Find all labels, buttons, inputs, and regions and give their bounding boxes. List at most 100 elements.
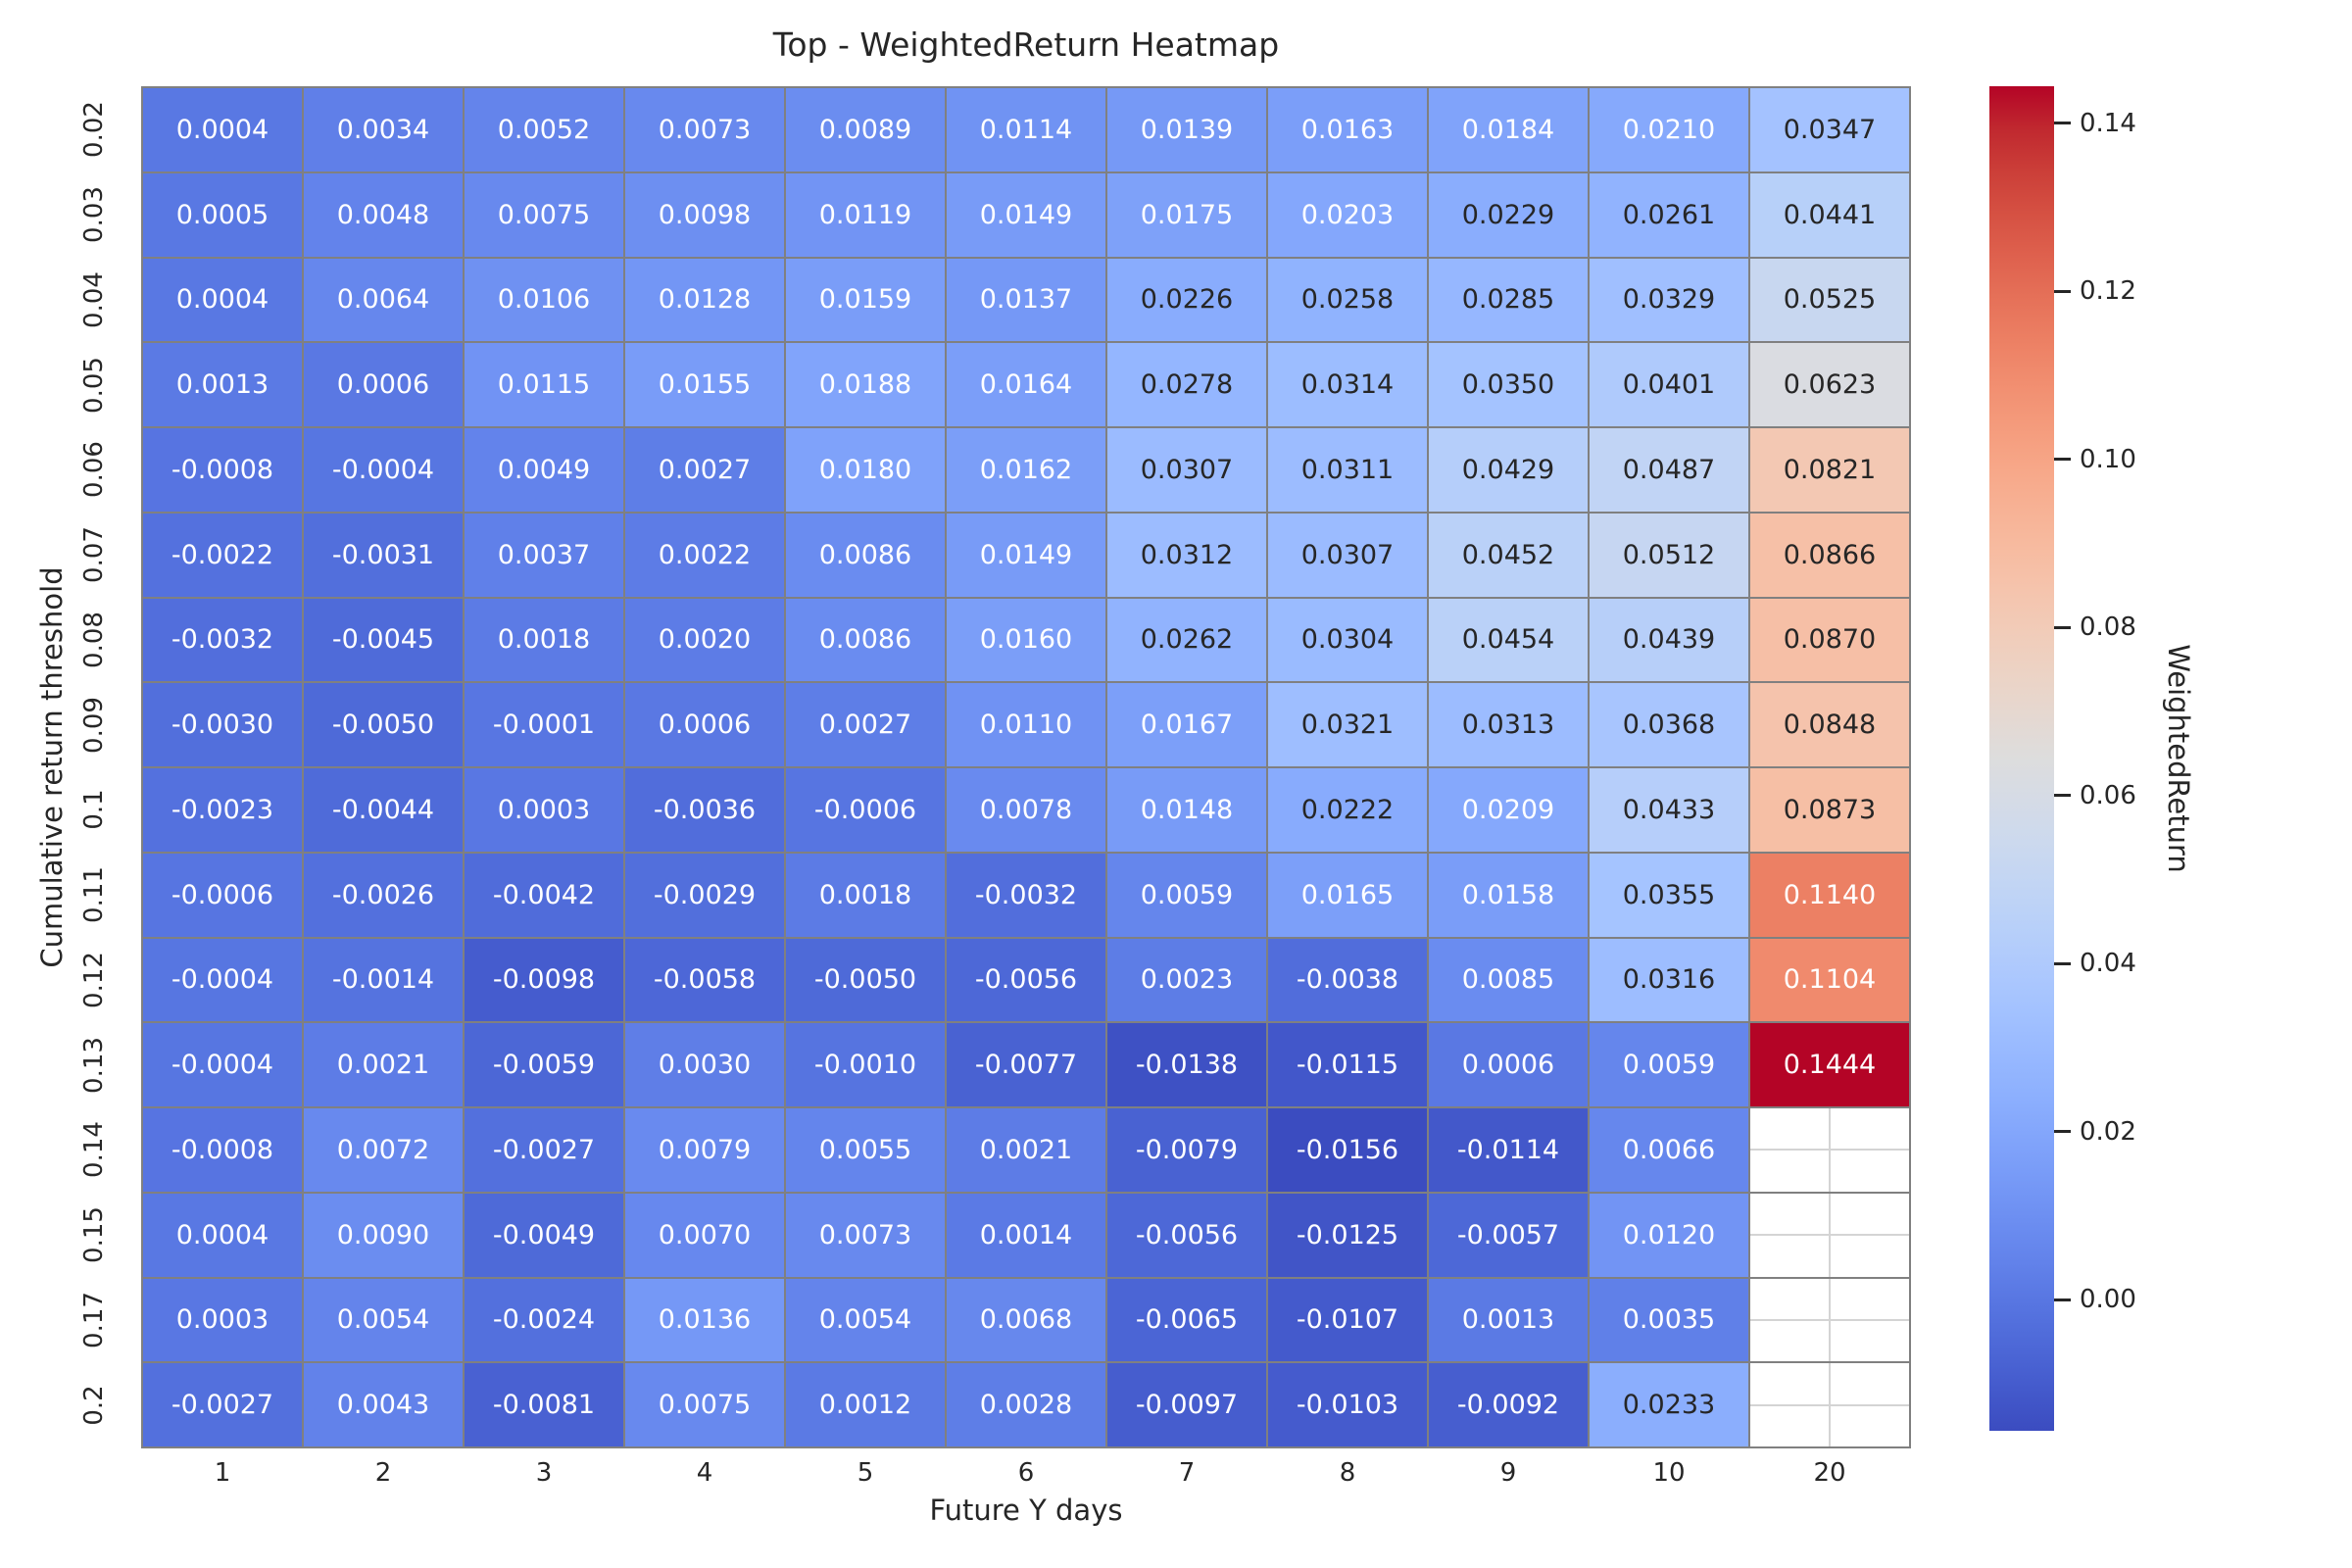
heatmap-cell: 0.0148 xyxy=(1107,768,1266,852)
y-tick-label: 0.06 xyxy=(79,441,109,499)
heatmap-cell: 0.0072 xyxy=(304,1108,463,1192)
y-tick-label: 0.12 xyxy=(79,951,109,1008)
heatmap-cell: -0.0008 xyxy=(143,428,302,512)
heatmap-cell: 0.0085 xyxy=(1429,938,1588,1022)
heatmap-cell: -0.0079 xyxy=(1107,1108,1266,1192)
heatmap-cell: -0.0023 xyxy=(143,768,302,852)
heatmap-cell: -0.0056 xyxy=(1107,1193,1266,1277)
heatmap-cell: -0.0057 xyxy=(1429,1193,1588,1277)
y-tick-label: 0.05 xyxy=(79,356,109,414)
heatmap-cell: 0.0119 xyxy=(786,172,945,257)
heatmap-cell: 0.0020 xyxy=(625,598,784,682)
heatmap-cell: 0.0347 xyxy=(1750,88,1909,172)
colorbar-tick-label: 0.12 xyxy=(2080,276,2136,307)
heatmap-cell: 0.0160 xyxy=(947,598,1105,682)
heatmap-cell: -0.0138 xyxy=(1107,1023,1266,1106)
heatmap-cell: 0.0004 xyxy=(143,258,302,342)
heatmap-cell: 0.0052 xyxy=(465,88,623,172)
heatmap-cell: -0.0059 xyxy=(465,1023,623,1106)
x-tick-label: 20 xyxy=(1813,1458,1846,1488)
y-tick-label: 0.08 xyxy=(79,611,109,668)
heatmap-cell: -0.0014 xyxy=(304,938,463,1022)
heatmap-cell: 0.0068 xyxy=(947,1278,1105,1362)
y-tick-label: 0.04 xyxy=(79,270,109,328)
x-tick-label: 5 xyxy=(857,1458,874,1488)
heatmap-cell: 0.0304 xyxy=(1268,598,1427,682)
heatmap-cell: -0.0027 xyxy=(143,1363,302,1446)
heatmap-cell: 0.0355 xyxy=(1590,853,1748,937)
heatmap-cell: -0.0115 xyxy=(1268,1023,1427,1106)
colorbar-tick-label: 0.10 xyxy=(2080,444,2136,474)
heatmap-cell: 0.0075 xyxy=(625,1363,784,1446)
y-tick-label: 0.09 xyxy=(79,696,109,754)
heatmap-cell: -0.0038 xyxy=(1268,938,1427,1022)
heatmap-cell: -0.0056 xyxy=(947,938,1105,1022)
heatmap-cell: 0.0114 xyxy=(947,88,1105,172)
colorbar-tick-label: 0.08 xyxy=(2080,612,2136,643)
heatmap-cell: 0.0090 xyxy=(304,1193,463,1277)
heatmap-cell: 0.0073 xyxy=(786,1193,945,1277)
heatmap-cell: 0.0285 xyxy=(1429,258,1588,342)
heatmap-cell: 0.0226 xyxy=(1107,258,1266,342)
heatmap-cell: 0.0311 xyxy=(1268,428,1427,512)
heatmap-cell: -0.0058 xyxy=(625,938,784,1022)
colorbar-tick-mark xyxy=(2054,289,2071,293)
y-tick-label: 0.11 xyxy=(79,866,109,924)
heatmap-cell: 0.0004 xyxy=(143,88,302,172)
x-tick-label: 6 xyxy=(1017,1458,1035,1488)
heatmap-cell: 0.0023 xyxy=(1107,938,1266,1022)
heatmap-cell: 0.0030 xyxy=(625,1023,784,1106)
heatmap-cell: -0.0004 xyxy=(304,428,463,512)
heatmap-cell: 0.0027 xyxy=(625,428,784,512)
heatmap-cell: 0.0401 xyxy=(1590,343,1748,426)
heatmap-cell: 0.0006 xyxy=(304,343,463,426)
heatmap-cell: 0.0433 xyxy=(1590,768,1748,852)
heatmap-cell: -0.0045 xyxy=(304,598,463,682)
heatmap-cell: -0.0001 xyxy=(465,683,623,766)
heatmap-cell: 0.0006 xyxy=(1429,1023,1588,1106)
heatmap-cell: 0.0184 xyxy=(1429,88,1588,172)
heatmap-cell: 0.0162 xyxy=(947,428,1105,512)
heatmap-cell: 0.0110 xyxy=(947,683,1105,766)
heatmap-cell: -0.0006 xyxy=(143,853,302,937)
heatmap-cell: 0.0439 xyxy=(1590,598,1748,682)
y-tick-label: 0.17 xyxy=(79,1291,109,1348)
heatmap-cell: 0.0314 xyxy=(1268,343,1427,426)
heatmap-cell: 0.0064 xyxy=(304,258,463,342)
heatmap-cell: 0.0027 xyxy=(786,683,945,766)
heatmap-cell: 0.0037 xyxy=(465,513,623,597)
heatmap-cell: 0.0021 xyxy=(947,1108,1105,1192)
heatmap-cell: -0.0029 xyxy=(625,853,784,937)
heatmap-cell-empty xyxy=(1750,1108,1909,1192)
x-tick-label: 10 xyxy=(1652,1458,1686,1488)
heatmap-cell: 0.0429 xyxy=(1429,428,1588,512)
heatmap-cell: 0.0321 xyxy=(1268,683,1427,766)
y-tick-label: 0.07 xyxy=(79,526,109,584)
heatmap-cell: 0.0013 xyxy=(143,343,302,426)
heatmap-cell: 0.0149 xyxy=(947,513,1105,597)
colorbar-tick-mark xyxy=(2054,961,2071,965)
heatmap-cell: 0.0059 xyxy=(1590,1023,1748,1106)
x-tick-label: 4 xyxy=(696,1458,713,1488)
heatmap-cell: -0.0042 xyxy=(465,853,623,937)
heatmap-cell: -0.0024 xyxy=(465,1278,623,1362)
y-tick-label: 0.14 xyxy=(79,1121,109,1179)
heatmap-cell: 0.0018 xyxy=(465,598,623,682)
colorbar-tick-mark xyxy=(2054,122,2071,125)
heatmap-cell: -0.0044 xyxy=(304,768,463,852)
heatmap-cell: 0.0136 xyxy=(625,1278,784,1362)
heatmap-cell: 0.0866 xyxy=(1750,513,1909,597)
heatmap-cell: 0.0034 xyxy=(304,88,463,172)
heatmap-cell: 0.0055 xyxy=(786,1108,945,1192)
heatmap-cell: 0.0848 xyxy=(1750,683,1909,766)
heatmap-cell: 0.0525 xyxy=(1750,258,1909,342)
heatmap-cell: 0.1140 xyxy=(1750,853,1909,937)
colorbar-tick-label: 0.14 xyxy=(2080,108,2136,138)
y-tick-label: 0.02 xyxy=(79,101,109,159)
heatmap-cell: 0.0350 xyxy=(1429,343,1588,426)
heatmap-cell: 0.0086 xyxy=(786,598,945,682)
heatmap-cell: 0.0261 xyxy=(1590,172,1748,257)
heatmap-cell: 0.0054 xyxy=(786,1278,945,1362)
heatmap-cell: 0.0066 xyxy=(1590,1108,1748,1192)
heatmap-cell: -0.0050 xyxy=(304,683,463,766)
